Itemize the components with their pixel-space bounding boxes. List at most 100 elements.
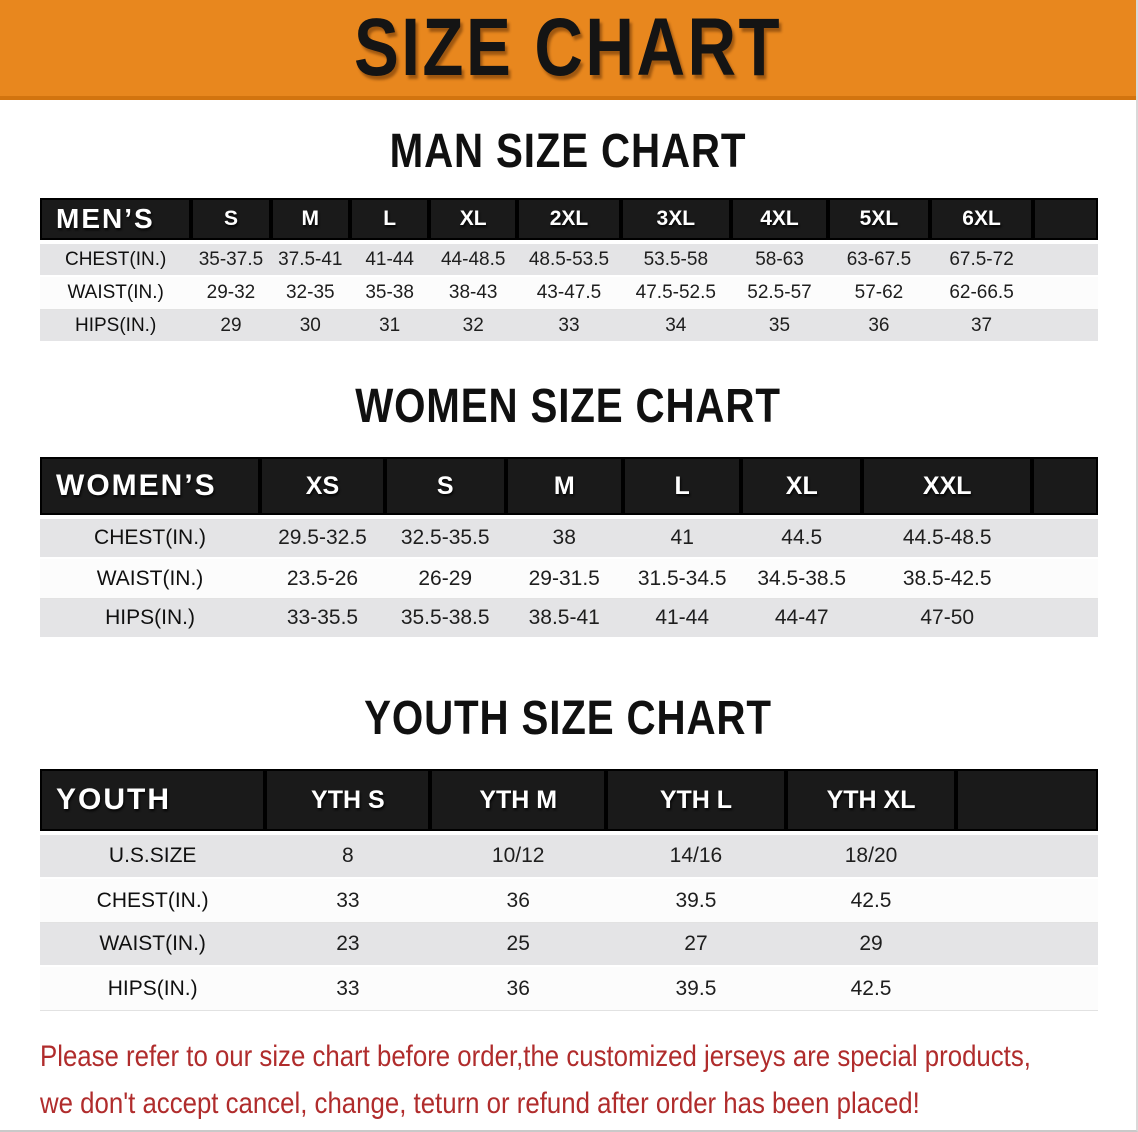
- spacer-cell: [1033, 198, 1098, 244]
- size-cell: 35-38: [349, 277, 430, 310]
- size-cell: 32.5-35.5: [384, 519, 506, 559]
- size-cell: 38.5-41: [505, 599, 623, 639]
- size-cell: 37: [929, 310, 1034, 343]
- size-cell: 10/12: [430, 835, 607, 879]
- row-label: HIPS(IN.): [40, 310, 192, 343]
- size-cell: 38: [505, 519, 623, 559]
- size-cell: 39.5: [606, 879, 786, 923]
- size-chart-banner: SIZE CHART: [0, 0, 1136, 100]
- size-cell: 48.5-53.5: [517, 244, 621, 277]
- size-cell: 33: [265, 967, 431, 1011]
- table-row: HIPS(IN.) 29 30 31 32 33 34 35 36 37: [40, 310, 1098, 343]
- size-cell: 23: [265, 923, 431, 967]
- size-cell: 32: [429, 310, 518, 343]
- size-cell: 29-32: [191, 277, 271, 310]
- size-cell: 14/16: [606, 835, 786, 879]
- size-cell: 36: [828, 310, 930, 343]
- spacer-cell: [1033, 244, 1098, 277]
- size-cell: 23.5-26: [260, 559, 385, 599]
- size-cell: 29.5-32.5: [260, 519, 385, 559]
- size-cell: 58-63: [730, 244, 829, 277]
- size-cell: 18/20: [785, 835, 957, 879]
- size-cell: 29-31.5: [505, 559, 623, 599]
- spacer-cell: [1033, 277, 1098, 310]
- column-header: M: [270, 198, 350, 244]
- spacer-cell: [1032, 559, 1098, 599]
- size-cell: 8: [265, 835, 431, 879]
- table-title-cell: MEN’S: [40, 198, 192, 244]
- row-label: WAIST(IN.): [40, 559, 261, 599]
- spacer-cell: [1032, 519, 1098, 559]
- size-cell: 41-44: [349, 244, 430, 277]
- size-cell: 35: [730, 310, 829, 343]
- column-header: 4XL: [730, 198, 829, 244]
- table-row: HIPS(IN.) 33-35.5 35.5-38.5 38.5-41 41-44 44-…: [40, 599, 1098, 639]
- table-row: U.S.SIZE 8 10/12 14/16 18/20: [40, 835, 1098, 879]
- row-label: WAIST(IN.): [40, 923, 266, 967]
- size-cell: 67.5-72: [929, 244, 1034, 277]
- size-cell: 35.5-38.5: [384, 599, 506, 639]
- column-header: YTH S: [265, 769, 431, 835]
- table-title-cell: WOMEN’S: [40, 457, 261, 519]
- size-cell: 27: [606, 923, 786, 967]
- row-label: CHEST(IN.): [40, 519, 261, 559]
- row-label: U.S.SIZE: [40, 835, 266, 879]
- size-cell: 44-47: [741, 599, 863, 639]
- size-cell: 44.5-48.5: [862, 519, 1033, 559]
- column-header: XXL: [862, 457, 1033, 519]
- size-cell: 52.5-57: [730, 277, 829, 310]
- table-row: WAIST(IN.) 29-32 32-35 35-38 38-43 43-47.5 47.…: [40, 277, 1098, 310]
- size-cell: 32-35: [270, 277, 350, 310]
- youth-size-chart-heading: YOUTH SIZE CHART: [364, 692, 772, 745]
- table-header-row: YOUTH YTH S YTH M YTH L YTH XL: [40, 769, 1098, 835]
- disclaimer-line-1: Please refer to our size chart before or…: [40, 1040, 1031, 1073]
- size-cell: 36: [430, 879, 607, 923]
- column-header: S: [191, 198, 271, 244]
- size-cell: 30: [270, 310, 350, 343]
- column-header: XS: [260, 457, 385, 519]
- table-row: CHEST(IN.) 33 36 39.5 42.5: [40, 879, 1098, 923]
- size-cell: 39.5: [606, 967, 786, 1011]
- size-cell: 35-37.5: [191, 244, 271, 277]
- spacer-cell: [956, 967, 1098, 1011]
- size-cell: 47.5-52.5: [620, 277, 731, 310]
- size-cell: 36: [430, 967, 607, 1011]
- spacer-cell: [956, 769, 1098, 835]
- womens-size-table: WOMEN’S XS S M L XL XXL CHEST(IN.) 29.5-32.5 32.5…: [40, 457, 1098, 639]
- size-cell: 29: [191, 310, 271, 343]
- column-header: YTH M: [430, 769, 607, 835]
- size-cell: 26-29: [384, 559, 506, 599]
- table-title-cell: YOUTH: [40, 769, 266, 835]
- size-cell: 47-50: [862, 599, 1033, 639]
- size-cell: 57-62: [828, 277, 930, 310]
- table-row: HIPS(IN.) 33 36 39.5 42.5: [40, 967, 1098, 1011]
- man-size-chart-heading: MAN SIZE CHART: [389, 125, 747, 178]
- spacer-cell: [1032, 457, 1098, 519]
- column-header: 3XL: [620, 198, 731, 244]
- column-header: XL: [741, 457, 863, 519]
- banner-title: SIZE CHART: [353, 2, 783, 93]
- row-label: CHEST(IN.): [40, 879, 266, 923]
- size-cell: 31.5-34.5: [622, 559, 742, 599]
- size-cell: 41-44: [622, 599, 742, 639]
- size-cell: 31: [349, 310, 430, 343]
- size-cell: 29: [785, 923, 957, 967]
- women-size-chart-heading: WOMEN SIZE CHART: [355, 380, 781, 433]
- column-header: YTH XL: [785, 769, 957, 835]
- size-cell: 62-66.5: [929, 277, 1034, 310]
- row-label: HIPS(IN.): [40, 599, 261, 639]
- column-header: 5XL: [828, 198, 930, 244]
- column-header: L: [622, 457, 742, 519]
- table-header-row: WOMEN’S XS S M L XL XXL: [40, 457, 1098, 519]
- size-cell: 44.5: [741, 519, 863, 559]
- size-cell: 33: [265, 879, 431, 923]
- table-row: CHEST(IN.) 35-37.5 37.5-41 41-44 44-48.5 48.5…: [40, 244, 1098, 277]
- column-header: 6XL: [929, 198, 1034, 244]
- column-header: L: [349, 198, 430, 244]
- row-label: CHEST(IN.): [40, 244, 192, 277]
- table-row: WAIST(IN.) 23 25 27 29: [40, 923, 1098, 967]
- size-cell: 34.5-38.5: [741, 559, 863, 599]
- size-cell: 34: [620, 310, 731, 343]
- row-label: HIPS(IN.): [40, 967, 266, 1011]
- size-cell: 38-43: [429, 277, 518, 310]
